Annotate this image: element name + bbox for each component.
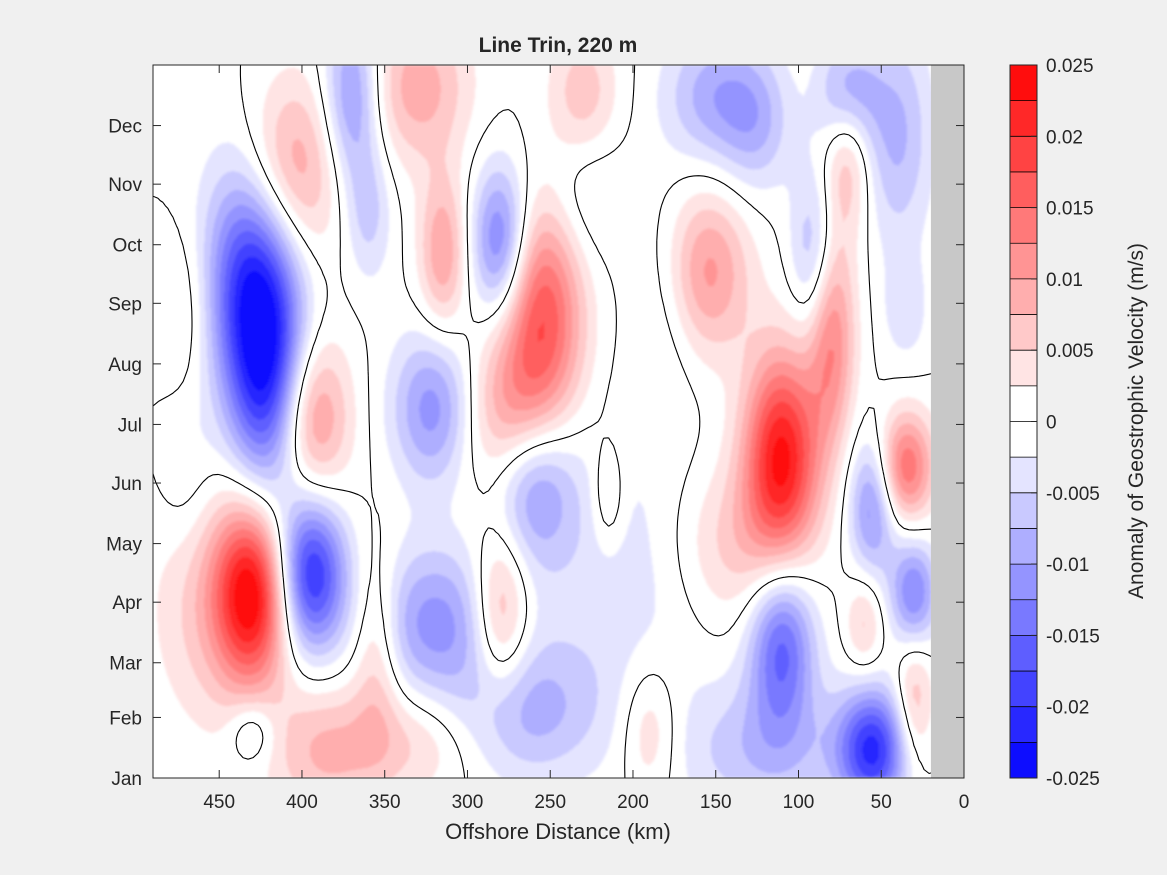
y-tick-label: Apr [112, 593, 142, 614]
y-tick-label: Dec [108, 117, 142, 138]
colorbar-tick-label: -0.005 [1046, 484, 1100, 505]
colorbar-cell [1010, 742, 1037, 778]
x-tick-label: 350 [369, 792, 401, 813]
filled-contour-image [153, 65, 964, 778]
colorbar-cell [1010, 385, 1037, 422]
colorbar-cell [1010, 171, 1037, 208]
x-tick-label: 400 [286, 792, 318, 813]
colorbar-cell [1010, 421, 1037, 458]
colorbar-cell [1010, 243, 1037, 279]
y-tick-label: Sep [108, 294, 142, 315]
x-tick-label: 250 [534, 792, 566, 813]
colorbar-cell [1010, 100, 1037, 137]
colorbar-cell [1010, 65, 1037, 101]
x-tick-label: 50 [871, 792, 892, 813]
y-tick-label: Jan [111, 769, 142, 790]
x-tick-label: 100 [783, 792, 815, 813]
colorbar-cell [1010, 136, 1037, 172]
y-tick-label: Aug [108, 355, 142, 376]
y-tick-label: Mar [109, 654, 142, 675]
plot-frame [152, 64, 965, 779]
colorbar-ticks: 0.025 0.02 0.015 0.01 0.005 0 -0.005 -0.01 -0.01… [1031, 56, 1100, 790]
y-tick-label: Jun [111, 474, 142, 495]
x-tick-label: 450 [203, 792, 235, 813]
colorbar-tick-label: -0.025 [1046, 769, 1100, 790]
colorbar-cell [1010, 706, 1037, 743]
colorbar: 0.025 0.02 0.015 0.01 0.005 0 -0.005 -0.01 -0.01… [1009, 56, 1148, 790]
colorbar-tick-label: 0.02 [1046, 127, 1083, 148]
land-mask [930, 65, 964, 778]
x-tick-label: 150 [700, 792, 732, 813]
colorbar-cell [1010, 635, 1037, 672]
colorbar-cell [1010, 314, 1037, 351]
colorbar-label: Anomaly of Geostrophic Velocity (m/s) [1125, 243, 1148, 599]
y-tick-label: Oct [112, 236, 142, 257]
colorbar-tick-label: 0.025 [1046, 56, 1094, 77]
colorbar-cell [1010, 492, 1037, 529]
colorbar-cell [1010, 457, 1037, 493]
y-tick-label: Feb [109, 708, 142, 729]
x-tick-label: 300 [452, 792, 484, 813]
colorbar-tick-label: 0.015 [1046, 199, 1094, 220]
contour-field [153, 65, 964, 778]
y-tick-label: May [106, 535, 142, 556]
y-tick-label: Jul [118, 415, 142, 436]
x-axis-ticks: 450 400 350 300 250 200 150 100 50 0 [203, 65, 969, 813]
colorbar-tick-label: -0.02 [1046, 698, 1089, 719]
colorbar-cell [1010, 528, 1037, 565]
colorbar-cell [1010, 278, 1037, 315]
colorbar-cells [1010, 65, 1037, 778]
zero-contour-path [153, 65, 964, 778]
chart-title: Line Trin, 220 m [479, 34, 638, 57]
colorbar-tick-label: 0 [1046, 413, 1057, 434]
colorbar-cell [1010, 350, 1037, 386]
x-tick-label: 0 [959, 792, 970, 813]
y-axis-ticks: Jan Feb Mar Apr May Jun Jul Aug Sep Oct Nov Dec [106, 117, 964, 790]
colorbar-tick-label: -0.015 [1046, 626, 1100, 647]
y-tick-label: Nov [108, 175, 142, 196]
zero-contour-lines [153, 65, 964, 778]
x-tick-label: 200 [617, 792, 649, 813]
colorbar-tick-label: 0.01 [1046, 270, 1083, 291]
colorbar-tick-label: -0.01 [1046, 555, 1089, 576]
x-axis-label: Offshore Distance (km) [445, 819, 671, 844]
colorbar-tick-label: 0.005 [1046, 341, 1094, 362]
colorbar-cell [1010, 671, 1037, 707]
colorbar-cell [1010, 207, 1037, 244]
colorbar-cell [1010, 564, 1037, 600]
colorbar-cell [1010, 599, 1037, 636]
